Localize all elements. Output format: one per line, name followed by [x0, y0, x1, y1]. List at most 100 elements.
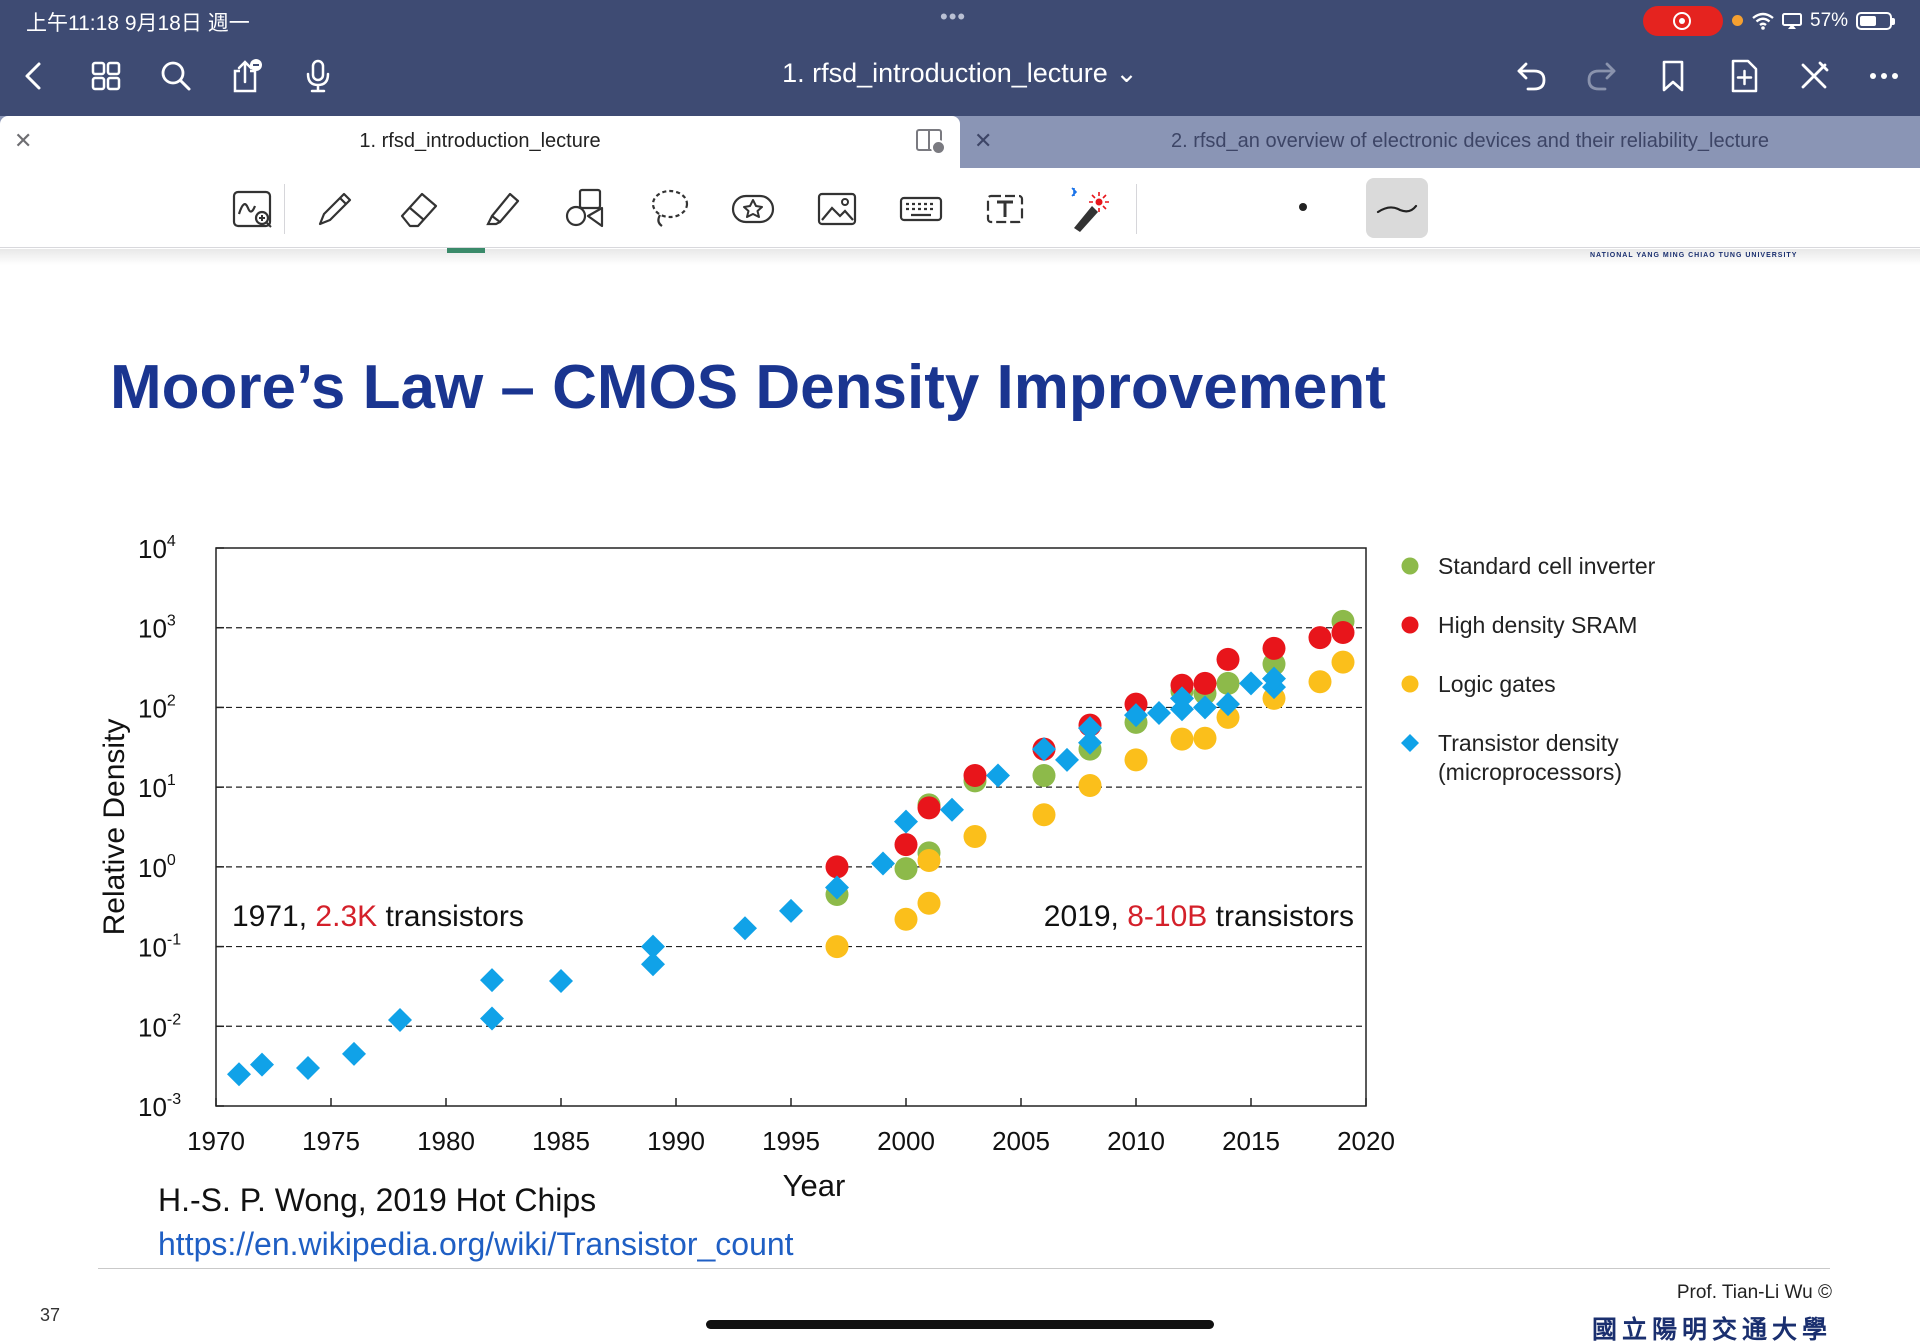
screen-recording-indicator[interactable]: [1643, 6, 1723, 36]
data-point-transistor-density: [894, 809, 918, 834]
data-point-transistor-density: [388, 1007, 412, 1032]
highlighter-icon[interactable]: [476, 182, 530, 236]
density-scatter-chart: 10-3 10-2 10-1 100 101 102 103 104 1970 1975 1980 1…: [98, 533, 1656, 1203]
x-tick-label: 2020: [1337, 1126, 1395, 1156]
data-point-transistor-density: [1124, 703, 1148, 728]
data-point-standard-cell-inverter: [1032, 763, 1056, 787]
data-point-transistor-density: [480, 1006, 504, 1031]
close-tab-icon[interactable]: ✕: [974, 128, 993, 153]
record-icon: [1673, 12, 1691, 30]
legend-label: Logic gates: [1438, 671, 1556, 697]
y-tick-label: 103: [138, 613, 176, 644]
page-edge-shadow: [0, 249, 1920, 265]
document-title-menu[interactable]: 1. rfsd_introduction_lecture ⌄: [782, 58, 1138, 88]
microphone-icon[interactable]: [296, 54, 340, 98]
data-point-high-density-sram: [1216, 647, 1240, 671]
bookmark-icon[interactable]: [1651, 54, 1695, 98]
close-tab-icon[interactable]: ✕: [14, 128, 33, 153]
data-point-transistor-density: [480, 968, 504, 993]
university-name: 國立陽明交通大學: [1591, 1315, 1832, 1342]
tab-label: 1. rfsd_introduction_lecture: [359, 130, 601, 152]
image-icon[interactable]: [810, 182, 864, 236]
close-tools-icon[interactable]: [1792, 54, 1836, 98]
data-point-transistor-density: [296, 1055, 320, 1080]
slide-title: Moore’s Law – CMOS Density Improvement: [110, 353, 1386, 422]
data-point-transistor-density: [779, 898, 803, 923]
data-point-high-density-sram: [825, 855, 849, 879]
x-tick-label: 2000: [877, 1126, 935, 1156]
share-icon[interactable]: [224, 54, 268, 98]
x-tick-label: 1995: [762, 1126, 820, 1156]
undo-icon[interactable]: [1509, 54, 1553, 98]
laser-pointer-icon[interactable]: [1060, 182, 1114, 236]
data-point-logic-gates: [894, 907, 918, 931]
data-point-high-density-sram: [1331, 621, 1355, 645]
more-icon[interactable]: [1862, 54, 1906, 98]
back-icon[interactable]: [12, 54, 56, 98]
keyboard-icon[interactable]: [894, 182, 948, 236]
eraser-icon[interactable]: [392, 182, 446, 236]
data-point-high-density-sram: [1262, 636, 1286, 660]
home-indicator[interactable]: [706, 1320, 1214, 1329]
tab-rfsd-overview-lecture[interactable]: ✕ 2. rfsd_an overview of electronic devi…: [960, 116, 1920, 168]
sticker-icon[interactable]: [726, 182, 780, 236]
text-box-icon[interactable]: [978, 182, 1032, 236]
data-point-logic-gates: [917, 891, 941, 915]
x-tick-label: 1970: [187, 1126, 245, 1156]
data-point-transistor-density: [641, 952, 665, 977]
data-point-logic-gates: [1170, 727, 1194, 751]
stroke-style-button[interactable]: [1366, 178, 1428, 238]
multitasking-dots[interactable]: •••: [940, 4, 967, 29]
legend-marker: [1401, 734, 1419, 752]
shapes-icon[interactable]: [558, 182, 612, 236]
data-point-transistor-density: [1216, 692, 1240, 717]
data-point-transistor-density: [250, 1052, 274, 1077]
previous-page-footer-fragment: NATIONAL YANG MING CHIAO TUNG UNIVERSITY: [1590, 252, 1798, 259]
source-credit: H.-S. P. Wong, 2019 Hot Chips: [158, 1182, 597, 1218]
legend-label: Standard cell inverter: [1438, 553, 1656, 579]
grid-icon[interactable]: [84, 54, 128, 98]
legend-label: Transistor density: [1438, 730, 1619, 756]
data-point-standard-cell-inverter: [1216, 671, 1240, 695]
y-tick-label: 104: [138, 533, 176, 564]
professor-credit: Prof. Tian-Li Wu ©: [1676, 1282, 1832, 1303]
annotation-toolbar: [0, 168, 1920, 248]
legend-label: High density SRAM: [1438, 612, 1637, 638]
pen-icon[interactable]: [308, 182, 362, 236]
handwriting-zoom-icon[interactable]: [226, 182, 280, 236]
data-point-transistor-density: [342, 1041, 366, 1066]
data-point-logic-gates: [1331, 650, 1355, 674]
add-page-icon[interactable]: [1722, 54, 1766, 98]
y-axis-label: Relative Density: [98, 719, 131, 936]
annotation-2019: 2019, 8-10B transistors: [1044, 900, 1354, 933]
lasso-icon[interactable]: [642, 182, 696, 236]
data-point-standard-cell-inverter: [894, 857, 918, 881]
status-time: 上午11:18 9月18日 週一: [26, 12, 250, 35]
y-tick-label: 10-1: [138, 932, 181, 963]
data-point-transistor-density: [986, 763, 1010, 788]
data-point-transistor-density: [641, 934, 665, 959]
data-point-logic-gates: [917, 849, 941, 873]
source-link[interactable]: https://en.wikipedia.org/wiki/Transistor…: [158, 1226, 794, 1262]
search-icon[interactable]: [154, 54, 198, 98]
stroke-size-option[interactable]: [1299, 203, 1307, 211]
data-point-transistor-density: [1193, 695, 1217, 720]
footer-divider: [98, 1268, 1830, 1269]
top-navigation-bar: 上午11:18 9月18日 週一 ••• 57% 1. rfsd_introdu…: [0, 0, 1920, 116]
data-point-high-density-sram: [963, 763, 987, 787]
redo-icon[interactable]: [1580, 54, 1624, 98]
data-point-logic-gates: [1193, 726, 1217, 750]
tab-rfsd-introduction-lecture[interactable]: ✕ 1. rfsd_introduction_lecture: [0, 116, 960, 168]
data-point-high-density-sram: [894, 833, 918, 857]
data-point-transistor-density: [1032, 737, 1056, 762]
battery-icon: [1856, 12, 1896, 30]
data-point-transistor-density: [1262, 666, 1286, 691]
data-point-transistor-density: [825, 875, 849, 900]
data-point-transistor-density: [1147, 701, 1171, 726]
legend-marker: [1401, 675, 1419, 693]
data-point-logic-gates: [1124, 748, 1148, 772]
y-tick-label: 101: [138, 772, 176, 803]
data-point-high-density-sram: [1193, 671, 1217, 695]
split-view-icon[interactable]: [916, 129, 946, 155]
